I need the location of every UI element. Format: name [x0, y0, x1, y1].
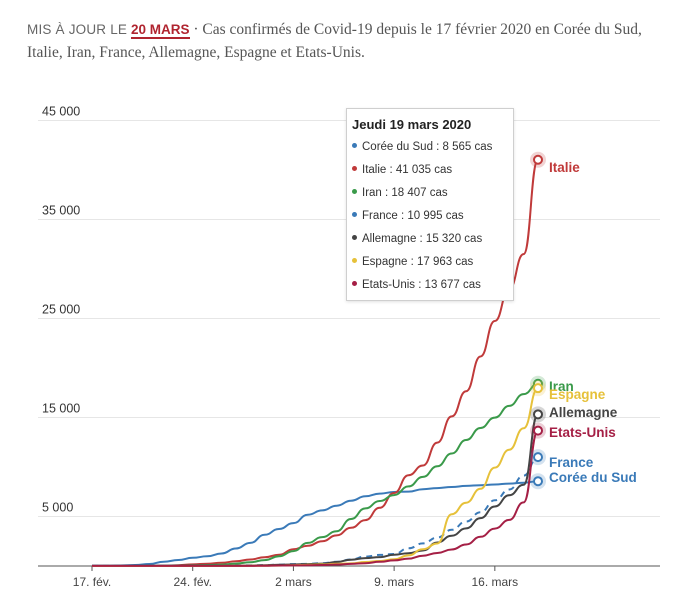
end-marker — [533, 383, 543, 394]
chart-header: MIS À JOUR LE 20 MARS · Cas confirmés de… — [27, 18, 647, 64]
hover-tooltip: Jeudi 19 mars 2020 Corée du Sud : 8 565 … — [346, 108, 514, 301]
legend-dot-icon — [352, 258, 357, 264]
chart-description: · Cas confirmés de Covid-19 depuis le 17… — [27, 21, 642, 61]
update-prefix: MIS À JOUR LE — [27, 22, 128, 37]
x-tick-label: 16. mars — [471, 575, 518, 589]
tooltip-title: Jeudi 19 mars 2020 — [352, 117, 472, 132]
end-marker — [533, 425, 543, 436]
tooltip-row-allemagne: Allemagne : 15 320 cas — [352, 228, 513, 251]
legend-dot-icon — [352, 143, 357, 149]
legend-dot-icon — [352, 281, 357, 287]
series-label-italie: Italie — [549, 160, 580, 175]
legend-dot-icon — [352, 212, 357, 218]
y-tick-label: 15 000 — [42, 402, 80, 416]
y-tick-label: 45 000 — [42, 105, 80, 119]
x-tick-label: 17. fév. — [73, 575, 111, 589]
y-tick-label: 35 000 — [42, 204, 80, 218]
y-tick-label: 25 000 — [42, 303, 80, 317]
x-tick-label: 24. fév. — [173, 575, 211, 589]
series-label-france: France — [549, 455, 594, 470]
tooltip-row-france: France : 10 995 cas — [352, 205, 513, 228]
end-marker — [533, 154, 543, 165]
y-tick-label: 5 000 — [42, 501, 73, 515]
legend-dot-icon — [352, 189, 357, 195]
series-label-espagne: Espagne — [549, 387, 606, 402]
series-line-iran — [91, 382, 539, 568]
tooltip-row-coree: Corée du Sud : 8 565 cas — [352, 136, 513, 159]
chart-end-markers: Corée du Sud Italie Iran France Allemagne Esp… — [530, 151, 637, 490]
chart-series[interactable] — [91, 158, 539, 568]
tooltip-row-iran: Iran : 18 407 cas — [352, 182, 513, 205]
legend-dot-icon — [352, 235, 357, 241]
series-label-corée-du-sud: Corée du Sud — [549, 470, 637, 485]
tooltip-row-etats-unis: Etats-Unis : 13 677 cas — [352, 274, 513, 297]
end-marker — [533, 476, 543, 487]
update-date: 20 MARS — [131, 22, 190, 39]
series-label-etats-unis: Etats-Unis — [549, 425, 616, 440]
chart-axes: 5 000 15 000 25 000 35 000 45 000 17. fév. 24.… — [38, 105, 660, 589]
legend-dot-icon — [352, 166, 357, 172]
end-marker — [533, 409, 543, 420]
x-tick-label: 2 mars — [275, 575, 312, 589]
series-label-iran: Iran — [549, 379, 574, 394]
tooltip-row-espagne: Espagne : 17 963 cas — [352, 251, 513, 274]
series-line-italie — [91, 158, 539, 568]
end-marker — [533, 452, 543, 463]
series-line-etats-unis — [92, 429, 539, 567]
series-line-corée-du-sud — [91, 480, 539, 567]
series-label-allemagne: Allemagne — [549, 405, 618, 420]
x-tick-label: 9. mars — [374, 575, 414, 589]
tooltip-row-italie: Italie : 41 035 cas — [352, 159, 513, 182]
